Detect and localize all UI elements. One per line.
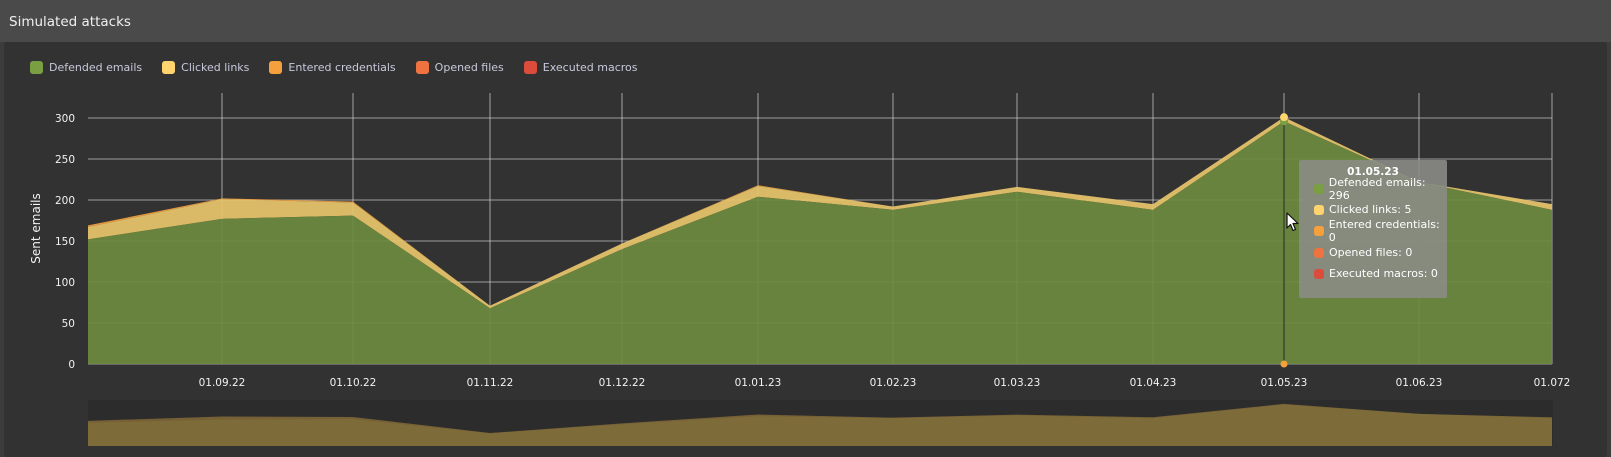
x-tick-label: 01.09.22 [199, 377, 246, 389]
tooltip-row-label: Opened files: 0 [1329, 246, 1413, 260]
x-tick-label: 01.03.23 [994, 377, 1041, 389]
widget-title: Simulated attacks [9, 14, 131, 30]
series-area-defended-emails[interactable] [88, 121, 1552, 364]
x-tick-label: 01.05.23 [1261, 377, 1308, 389]
tooltip-swatch-icon [1314, 268, 1324, 279]
legend-swatch-icon [415, 61, 429, 74]
legend-item-clicked-links[interactable]: Clicked links [162, 61, 249, 74]
tooltip-swatch-icon [1314, 204, 1324, 215]
mouse-pointer-icon [1286, 212, 1299, 232]
legend-item-entered-credentials[interactable]: Entered credentials [269, 61, 396, 74]
y-tick-label: 50 [62, 318, 75, 330]
legend-swatch-icon [269, 61, 283, 74]
tooltip-swatch-icon [1314, 183, 1324, 194]
x-tick-label: 01.04.23 [1130, 377, 1177, 389]
hover-point-clicked [1280, 113, 1288, 122]
legend-label: Defended emails [49, 61, 143, 74]
legend-label: Opened files [434, 61, 504, 74]
tooltip-swatch-icon [1314, 247, 1324, 258]
navigator-area-clicked [88, 403, 1552, 446]
legend-swatch-icon [30, 61, 43, 74]
y-axis-title: Sent emails [29, 193, 43, 263]
legend-swatch-icon [162, 61, 176, 74]
chart-legend: Defended emails Clicked links Entered cr… [30, 61, 658, 74]
legend-label: Entered credentials [288, 61, 396, 74]
x-tick-label: 01.01.23 [735, 377, 782, 389]
x-tick-label: 01.12.22 [599, 377, 646, 389]
legend-item-defended-emails[interactable]: Defended emails [30, 61, 142, 74]
tooltip-row-label: Defended emails: 296 [1328, 175, 1426, 202]
x-tick-label: 01.10.22 [330, 377, 377, 389]
y-tick-label: 250 [55, 154, 75, 166]
y-tick-label: 200 [55, 195, 75, 207]
tooltip-row: Executed macros: 0 [1314, 263, 1447, 284]
legend-item-executed-macros[interactable]: Executed macros [523, 61, 638, 74]
tooltip-row-label: Clicked links: 5 [1329, 203, 1412, 217]
hover-point-entered [1280, 360, 1288, 368]
tooltip-row-label: Entered credentials: 0 [1328, 218, 1440, 245]
y-tick-label: 0 [68, 359, 75, 371]
chart-tooltip: 01.05.23 Defended emails: 296 Clicked li… [1299, 160, 1447, 298]
legend-swatch-icon [523, 61, 537, 74]
x-tick-label: 01.06.23 [1396, 377, 1443, 389]
legend-item-opened-files[interactable]: Opened files [415, 61, 504, 74]
legend-label: Executed macros [542, 61, 638, 74]
x-tick-label: 01.072 [1534, 377, 1571, 389]
x-tick-label: 01.11.22 [467, 377, 514, 389]
widget-header: Simulated attacks [0, 0, 1611, 42]
tooltip-row: Opened files: 0 [1314, 242, 1447, 263]
legend-label: Clicked links [181, 61, 250, 74]
y-tick-label: 100 [55, 277, 75, 289]
tooltip-row: Clicked links: 5 [1314, 199, 1447, 220]
y-tick-label: 300 [55, 113, 75, 125]
tooltip-swatch-icon [1314, 226, 1324, 237]
tooltip-row: Entered credentials: 0 [1314, 218, 1447, 245]
tooltip-row-label: Executed macros: 0 [1329, 267, 1438, 281]
tooltip-date: 01.05.23 [1347, 166, 1399, 178]
y-tick-label: 150 [55, 236, 75, 248]
x-tick-label: 01.02.23 [870, 377, 917, 389]
tooltip-row: Defended emails: 296 [1314, 175, 1447, 202]
